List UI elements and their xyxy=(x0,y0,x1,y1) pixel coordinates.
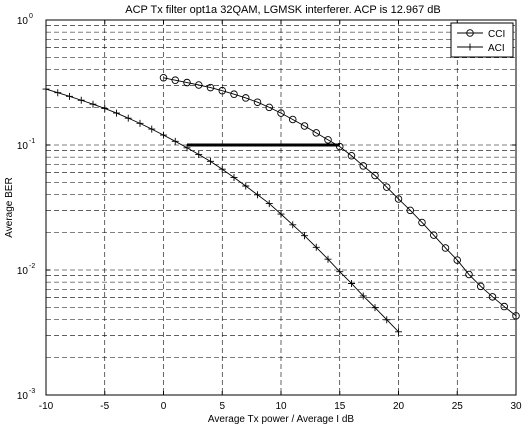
data-point-circle xyxy=(324,136,332,144)
data-point-circle xyxy=(466,29,474,37)
data-point-circle xyxy=(218,86,226,95)
data-point-circle xyxy=(183,78,191,87)
data-point-circle xyxy=(453,256,462,264)
x-tick-label: -10 xyxy=(39,401,54,412)
data-point-plus xyxy=(160,131,167,139)
data-point-plus xyxy=(466,43,474,51)
data-point-circle xyxy=(265,103,274,112)
x-tick-label: 0 xyxy=(161,401,167,412)
data-point-plus xyxy=(77,96,85,104)
data-point-circle xyxy=(206,83,215,92)
data-point-plus xyxy=(218,165,226,173)
data-point-circle xyxy=(230,90,238,98)
y-tick-exponent: -3 xyxy=(29,388,35,395)
data-point-circle xyxy=(418,218,426,227)
data-point-circle xyxy=(253,98,262,106)
data-point-circle xyxy=(347,152,356,160)
data-point-plus xyxy=(348,279,355,287)
x-tick-label: 25 xyxy=(452,401,464,412)
data-point-circle xyxy=(300,122,309,130)
data-point-circle xyxy=(394,195,403,203)
y-tick-label: 10 xyxy=(17,141,29,152)
legend-label-aci: ACI xyxy=(488,43,505,54)
x-tick-label: 30 xyxy=(510,401,522,412)
data-point-circle xyxy=(441,244,450,252)
data-point-circle xyxy=(465,270,473,279)
data-point-circle xyxy=(406,206,415,215)
legend: CCI ACI xyxy=(450,22,514,58)
data-point-plus xyxy=(312,243,320,251)
data-point-circle xyxy=(371,171,379,180)
data-point-plus xyxy=(277,210,285,218)
series-cci xyxy=(159,74,520,320)
x-tick-label: 15 xyxy=(334,401,346,412)
y-tick-exponent: -2 xyxy=(29,263,35,270)
x-tick-label: 5 xyxy=(219,401,225,412)
y-tick-label: 10 xyxy=(17,266,29,277)
x-axis-label: Average Tx power / Average I dB xyxy=(208,414,355,425)
data-point-plus xyxy=(183,144,191,152)
data-point-plus xyxy=(254,191,261,199)
data-point-circle xyxy=(289,115,297,124)
chart-title: ACP Tx filter opt1a 32QAM, LGMSK interfe… xyxy=(125,4,441,16)
data-point-circle xyxy=(500,302,509,311)
data-point-circle xyxy=(359,162,368,170)
data-point-plus xyxy=(124,114,132,122)
data-point-plus xyxy=(383,316,391,324)
data-point-plus xyxy=(54,89,62,97)
data-point-circle xyxy=(171,76,179,84)
data-point-plus xyxy=(371,304,379,312)
x-tick-label: 10 xyxy=(275,401,287,412)
data-point-plus xyxy=(395,328,402,336)
y-tick-exponent: 0 xyxy=(29,13,33,20)
series-aci xyxy=(42,85,402,336)
y-tick-exponent: -1 xyxy=(29,138,35,145)
y-tick-label: 10 xyxy=(17,16,29,27)
data-point-circle xyxy=(312,129,321,137)
data-point-plus xyxy=(301,232,308,240)
data-point-circle xyxy=(194,81,203,89)
data-point-plus xyxy=(171,137,179,145)
data-point-plus xyxy=(136,119,144,127)
data-point-circle xyxy=(430,231,438,239)
series-layer xyxy=(42,74,520,336)
data-point-plus xyxy=(265,200,273,208)
data-point-circle xyxy=(488,293,497,301)
data-point-plus xyxy=(242,182,250,190)
data-point-plus xyxy=(195,150,203,158)
y-tick-label: 10 xyxy=(17,391,29,402)
data-point-circle xyxy=(336,142,344,151)
data-point-plus xyxy=(289,221,297,229)
legend-box xyxy=(450,22,514,58)
series-line-cci xyxy=(163,77,517,317)
data-point-plus xyxy=(207,157,214,165)
x-tick-label: 20 xyxy=(393,401,405,412)
data-point-circle xyxy=(477,282,485,291)
grid xyxy=(46,20,516,395)
data-point-plus xyxy=(324,255,332,263)
data-point-plus xyxy=(89,100,97,108)
data-point-circle xyxy=(241,94,250,102)
data-point-plus xyxy=(66,92,73,100)
data-point-plus xyxy=(230,173,238,181)
data-point-circle xyxy=(277,109,285,117)
data-point-plus xyxy=(113,109,120,117)
data-point-plus xyxy=(359,292,367,300)
data-point-circle xyxy=(159,74,168,82)
data-point-plus xyxy=(336,268,344,276)
data-point-plus xyxy=(148,125,156,133)
x-tick-label: -5 xyxy=(100,401,109,412)
legend-label-cci: CCI xyxy=(488,29,505,40)
data-point-circle xyxy=(383,183,391,191)
data-point-plus xyxy=(101,104,109,112)
y-axis-label: Average BER xyxy=(4,177,15,237)
